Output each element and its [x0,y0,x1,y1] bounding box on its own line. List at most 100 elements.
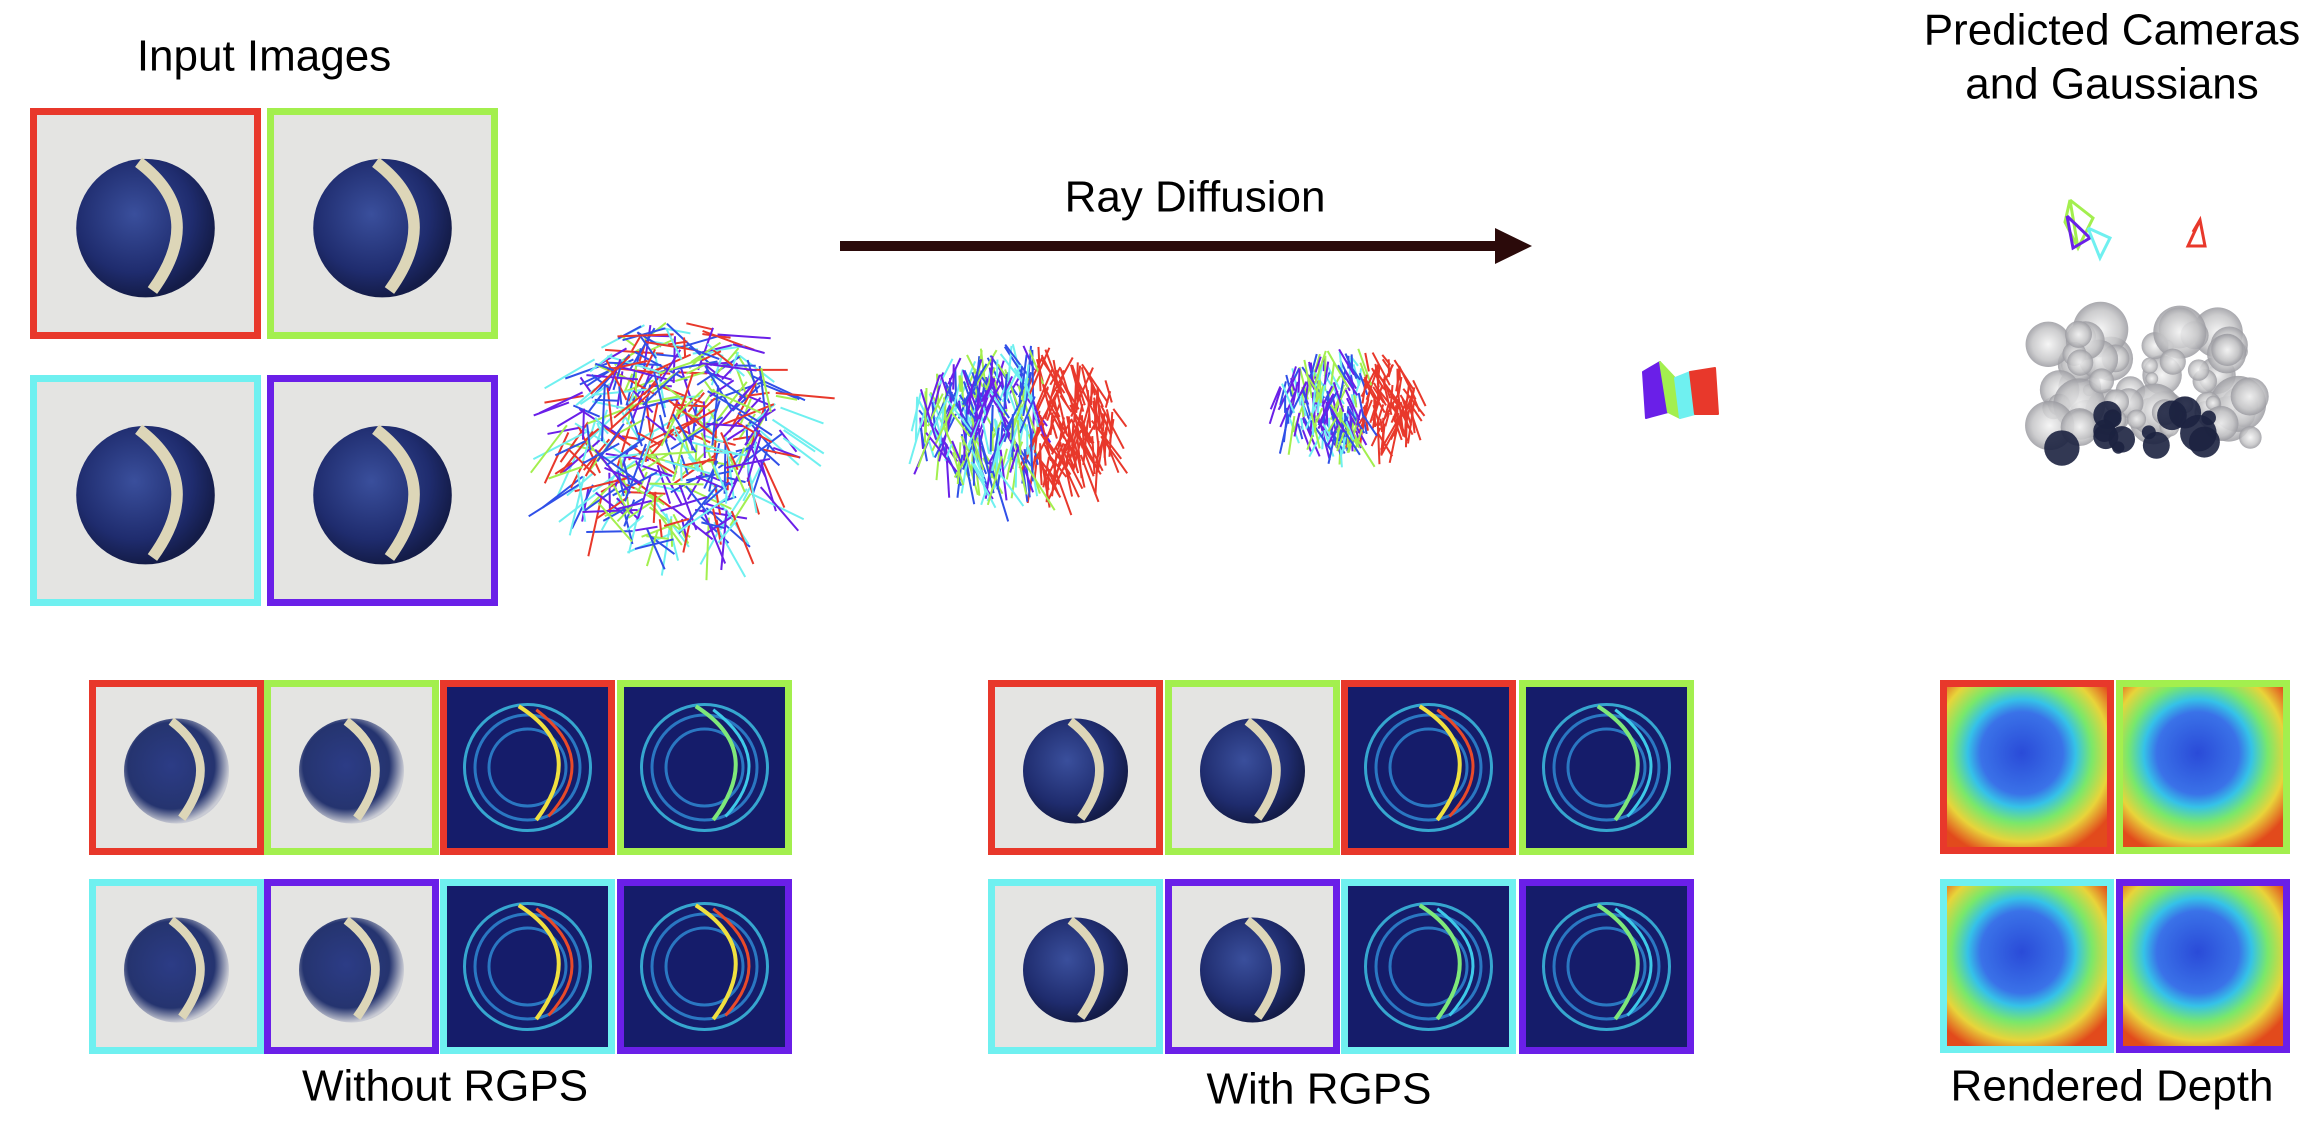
ray [925,432,958,473]
ray [620,409,640,440]
ray [771,418,825,455]
ray [1326,365,1341,390]
ray [1377,433,1394,457]
ray [1042,442,1065,486]
ray [1311,378,1318,417]
ray [627,507,641,554]
ray [597,502,633,543]
ray [739,398,752,424]
ray [760,382,800,401]
ray [1396,368,1400,398]
error-arc [517,704,561,822]
ray [634,395,680,406]
ray [1057,417,1065,450]
ray [581,488,590,522]
ray [1309,353,1318,379]
error-ring [1364,902,1493,1031]
gaussian [2211,333,2244,366]
gaussian [2187,359,2210,381]
ray [616,365,675,383]
ray [583,438,611,471]
ray [1037,346,1042,392]
depth-frame [1940,680,2114,854]
ray [592,460,636,493]
error-frame [1519,680,1694,855]
ray [729,493,752,527]
depth-frame [1940,879,2114,1053]
ray [1007,391,1023,429]
ray [1269,386,1282,410]
ray [951,440,963,464]
ray [1407,405,1422,441]
ray [642,369,681,406]
ray [1076,365,1082,392]
ray [1298,391,1308,417]
ray [700,432,720,480]
caption: Without RGPS [302,1062,588,1111]
ray [672,403,707,408]
ray [1281,383,1296,414]
ray [1359,362,1367,377]
ray [612,471,658,497]
error-ring [463,703,592,832]
error-ring [664,727,745,808]
ray [986,456,1003,506]
ray [605,437,646,467]
error-ring [640,902,769,1031]
depth-map [2116,879,2290,1053]
ray [1338,348,1355,376]
ray [1330,361,1336,385]
ray [637,432,661,446]
gaussian [2145,372,2159,386]
ray [1042,429,1052,446]
ray [1314,350,1327,384]
ray [1363,376,1386,414]
ray [1326,350,1350,389]
ray [958,375,962,392]
prediction-title: Predicted Cameras [1924,6,2301,55]
ray [594,362,615,372]
ray [717,519,738,544]
ray [1293,412,1301,437]
ray [685,485,710,516]
ray [746,436,762,483]
ray [533,401,570,417]
ray [1344,370,1357,390]
ray [1361,374,1368,404]
ray [989,389,1005,413]
ray [970,449,985,478]
ray [1066,416,1073,443]
caption: With RGPS [1207,1065,1432,1114]
ray [701,362,757,372]
error-map [440,879,615,1054]
error-ring [1542,703,1671,832]
ray [1278,414,1290,454]
camera-frustum [2086,226,2113,262]
ray [543,432,570,484]
ray [923,391,927,443]
ray [1407,402,1415,444]
ray [646,528,666,570]
ray [1022,372,1033,417]
ray [711,385,720,446]
ray [701,508,727,564]
photo-frame [267,108,498,339]
ray [739,354,775,383]
error-map [617,879,792,1054]
ray [1290,377,1296,391]
ray [997,470,1025,507]
ray [914,396,919,441]
ray [1379,418,1384,433]
ray [1373,395,1378,409]
ray [605,359,628,401]
ray [1072,437,1083,471]
ball [313,425,452,565]
ray [962,369,977,406]
ray [962,444,966,461]
ray [1023,466,1035,493]
ray [709,379,735,398]
ray [1075,429,1095,477]
error-arc [1436,907,1475,1017]
ray [963,369,976,396]
ray [1384,412,1390,427]
